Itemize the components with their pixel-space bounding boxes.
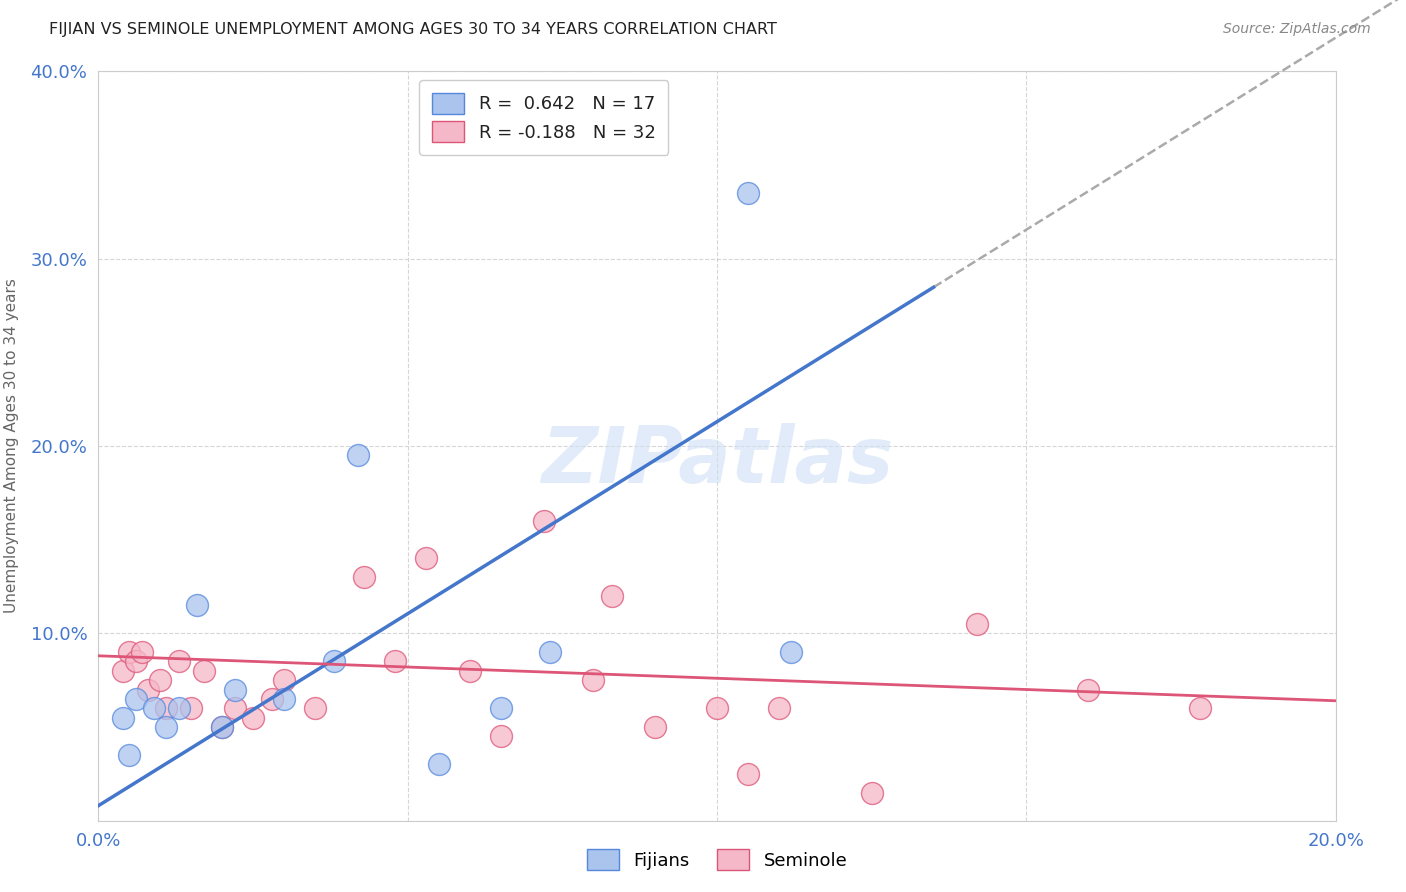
Point bbox=[489, 701, 512, 715]
Point bbox=[118, 747, 141, 762]
Point bbox=[458, 664, 481, 678]
Point bbox=[706, 701, 728, 715]
Point bbox=[737, 186, 759, 201]
Point bbox=[155, 701, 177, 715]
Y-axis label: Unemployment Among Ages 30 to 34 years: Unemployment Among Ages 30 to 34 years bbox=[4, 278, 20, 614]
Point bbox=[273, 673, 295, 688]
Point bbox=[780, 645, 803, 659]
Point bbox=[242, 710, 264, 724]
Point bbox=[600, 589, 623, 603]
Point bbox=[124, 655, 146, 669]
Point bbox=[1077, 682, 1099, 697]
Point bbox=[124, 692, 146, 706]
Point bbox=[415, 551, 437, 566]
Point bbox=[347, 448, 370, 462]
Point bbox=[149, 673, 172, 688]
Point bbox=[304, 701, 326, 715]
Point bbox=[1188, 701, 1211, 715]
Point bbox=[167, 701, 190, 715]
Point bbox=[136, 682, 159, 697]
Point bbox=[260, 692, 283, 706]
Point bbox=[384, 655, 406, 669]
Point bbox=[167, 655, 190, 669]
Point bbox=[211, 720, 233, 734]
Point bbox=[224, 682, 246, 697]
Point bbox=[427, 757, 450, 772]
Point bbox=[533, 514, 555, 528]
Text: ZIPatlas: ZIPatlas bbox=[541, 423, 893, 499]
Point bbox=[737, 766, 759, 781]
Point bbox=[322, 655, 344, 669]
Point bbox=[112, 710, 135, 724]
Point bbox=[353, 570, 375, 584]
Point bbox=[224, 701, 246, 715]
Point bbox=[180, 701, 202, 715]
Point bbox=[860, 786, 883, 799]
Point bbox=[143, 701, 166, 715]
Point bbox=[131, 645, 153, 659]
Point bbox=[112, 664, 135, 678]
Point bbox=[118, 645, 141, 659]
Point bbox=[186, 599, 208, 613]
Point bbox=[193, 664, 215, 678]
Point bbox=[768, 701, 790, 715]
Point bbox=[644, 720, 666, 734]
Point bbox=[155, 720, 177, 734]
Point bbox=[211, 720, 233, 734]
Point bbox=[582, 673, 605, 688]
Legend: Fijians, Seminole: Fijians, Seminole bbox=[574, 837, 860, 883]
Point bbox=[538, 645, 561, 659]
Text: Source: ZipAtlas.com: Source: ZipAtlas.com bbox=[1223, 22, 1371, 37]
Point bbox=[273, 692, 295, 706]
Text: FIJIAN VS SEMINOLE UNEMPLOYMENT AMONG AGES 30 TO 34 YEARS CORRELATION CHART: FIJIAN VS SEMINOLE UNEMPLOYMENT AMONG AG… bbox=[49, 22, 778, 37]
Point bbox=[966, 617, 988, 632]
Point bbox=[489, 730, 512, 744]
